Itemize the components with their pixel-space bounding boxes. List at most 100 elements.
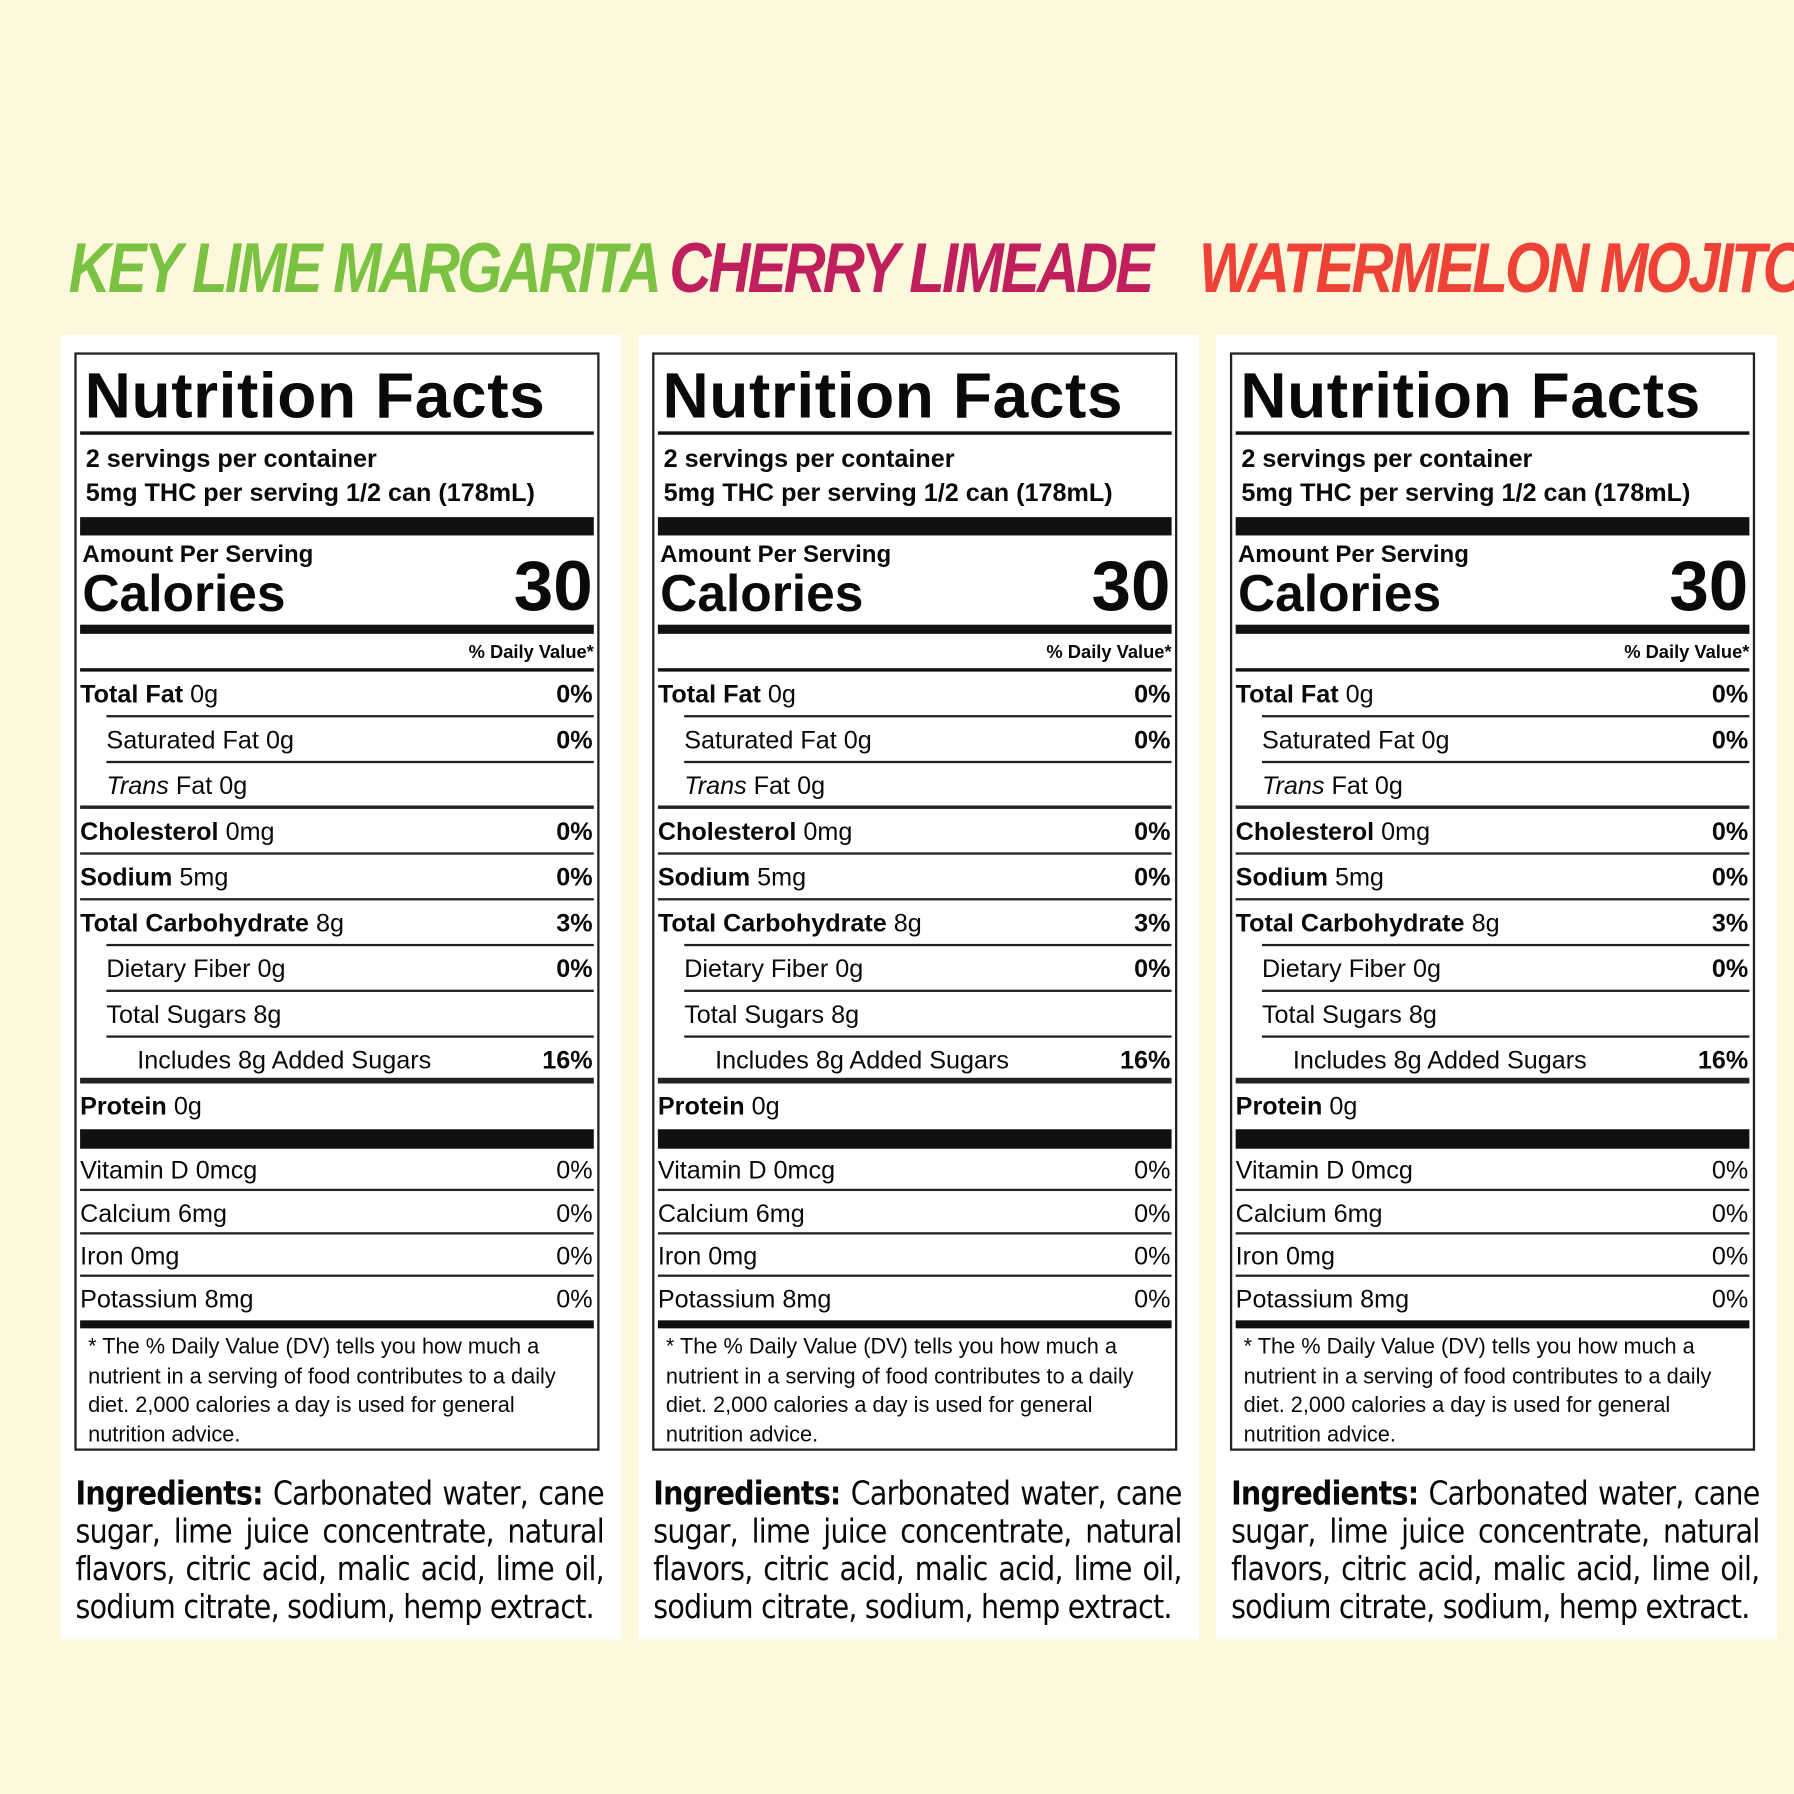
calories-value: 30	[513, 546, 593, 626]
divider	[1261, 715, 1750, 718]
nutrient-name: Dietary Fiber	[1261, 954, 1407, 983]
servings-per-container: 2 servings per container	[1241, 443, 1533, 473]
nutrient-name-suffix: Fat	[753, 771, 791, 800]
nutrient-row-includes-8g-added-sugars: Includes 8g Added Sugars 16%	[1235, 1038, 1750, 1084]
nutrient-name-suffix: Fat	[175, 771, 213, 800]
nutrient-amount: 8g	[315, 908, 345, 938]
vitamin-daily-value: 0%	[1711, 1155, 1749, 1185]
nutrient-name: Includes 8g Added Sugars	[1292, 1045, 1587, 1075]
divider	[106, 1035, 594, 1038]
thick-divider	[80, 517, 594, 536]
nutrient-row-sodium: Sodium 5mg 0%	[1235, 855, 1750, 901]
divider	[684, 943, 1172, 947]
thick-divider	[657, 1320, 1172, 1329]
nutrient-name: Total Sugars	[106, 999, 247, 1029]
nutrient-amount: 0g	[1413, 954, 1442, 983]
nutrient-name: Dietary Fiber	[684, 954, 829, 983]
thick-divider	[1235, 517, 1750, 536]
nutrient-daily-value: 0%	[556, 862, 593, 892]
vitamin-daily-value: 0%	[1711, 1284, 1749, 1313]
nutrition-facts-title: Nutrition Facts	[1240, 359, 1701, 432]
nutrient-daily-value: 0%	[556, 725, 593, 754]
flavor-title-key-lime-margarita: KEY LIME MARGARITA	[68, 228, 662, 308]
nutrient-row-dietary-fiber: Dietary Fiber 0g 0%	[80, 946, 594, 992]
nutrient-amount: 0mg	[803, 816, 853, 846]
daily-value-footnote: * The % Daily Value (DV) tells you how m…	[88, 1335, 556, 1447]
nutrient-daily-value: 0%	[1134, 954, 1171, 983]
nutrient-daily-value: 16%	[1697, 1045, 1749, 1075]
divider	[1235, 668, 1750, 672]
nutrient-row-dietary-fiber: Dietary Fiber 0g 0%	[658, 946, 1172, 992]
divider	[657, 805, 1172, 809]
vitamin-daily-value: 0%	[556, 1241, 593, 1270]
divider	[80, 1188, 594, 1192]
divider	[80, 1274, 594, 1277]
nutrient-name: Includes 8g Added Sugars	[715, 1045, 1009, 1075]
divider	[1261, 989, 1750, 992]
nutrient-daily-value: 0%	[556, 954, 593, 983]
nutrient-row-trans: Trans Fat 0g	[657, 763, 1172, 809]
amount-per-serving: Amount Per Serving	[1237, 541, 1469, 568]
vitamin-daily-value: 0%	[1711, 1241, 1749, 1270]
nutrient-name: Cholesterol	[80, 816, 219, 846]
nutrient-row-sodium: Sodium 5mg 0%	[80, 855, 594, 901]
nutrition-panel: Nutrition Facts 2 servings per container 5…	[638, 335, 1200, 1640]
nutrient-row-total-carbohydrate: Total Carbohydrate 8g 3%	[657, 900, 1172, 947]
nutrient-name: Total Carbohydrate	[657, 908, 887, 938]
nutrient-daily-value: 0%	[1711, 862, 1749, 892]
nutrient-name: Cholesterol	[1235, 816, 1375, 846]
ingredients-heading: Ingredients:	[653, 1473, 841, 1513]
servings-per-container: 2 servings per container	[663, 443, 955, 473]
nutrition-panel: Nutrition Facts 2 servings per container 5…	[60, 335, 622, 1640]
nutrition-facts-label: Nutrition Facts 2 servings per container 5…	[74, 352, 600, 1451]
nutrition-facts-label: Nutrition Facts 2 servings per container 5…	[652, 352, 1178, 1451]
nutrient-name: Cholesterol	[657, 816, 797, 846]
divider	[684, 760, 1172, 764]
nutrient-name: Saturated Fat	[1261, 725, 1415, 754]
nutrient-name: Trans	[106, 771, 169, 800]
nutrient-name-suffix: Fat	[1331, 771, 1368, 800]
thick-divider	[1235, 1129, 1750, 1149]
nutrient-row-total-sugars: Total Sugars 8g	[658, 992, 1172, 1038]
nutrient-amount: 8g	[1408, 999, 1437, 1029]
vitamin-row-vitamin-d-0mcg: Vitamin D 0mcg 0%	[657, 1149, 1172, 1192]
thick-divider	[80, 1129, 594, 1149]
nutrition-facts-title: Nutrition Facts	[84, 359, 546, 432]
vitamin-row-iron-0mg: Iron 0mg 0%	[80, 1235, 594, 1277]
vitamin-name: Vitamin D 0mcg	[657, 1155, 836, 1185]
nutrient-amount: 0g	[751, 1091, 780, 1121]
nutrient-daily-value: 0%	[1134, 862, 1171, 892]
divider	[684, 1035, 1172, 1038]
nutrient-amount: 0g	[190, 679, 219, 709]
nutrient-amount: 0mg	[1381, 816, 1431, 846]
vitamin-row-potassium-8mg: Potassium 8mg 0%	[658, 1277, 1172, 1319]
vitamin-row-calcium-6mg: Calcium 6mg 0%	[80, 1192, 594, 1234]
vitamin-daily-value: 0%	[1134, 1198, 1171, 1228]
divider	[657, 852, 1172, 855]
divider	[1235, 852, 1750, 855]
serving-size: 5mg THC per serving 1/2 can (178mL)	[663, 478, 1113, 507]
nutrient-name: Sodium	[80, 862, 173, 892]
nutrient-name: Dietary Fiber	[106, 954, 251, 983]
divider	[657, 1077, 1172, 1084]
nutrient-name: Trans	[1261, 771, 1325, 800]
nutrient-amount: 0g	[219, 771, 248, 800]
divider	[1235, 898, 1750, 901]
calories-label: Calories	[82, 564, 286, 623]
daily-value-footnote: * The % Daily Value (DV) tells you how m…	[665, 1335, 1134, 1447]
flavor-title-watermelon-mojito: WATERMELON MOJITO	[1199, 228, 1794, 308]
thick-divider	[657, 624, 1172, 634]
vitamin-name: Iron 0mg	[80, 1241, 180, 1270]
nutrient-amount: 0g	[843, 725, 872, 754]
nutrition-facts-title: Nutrition Facts	[662, 359, 1124, 432]
nutrient-name: Protein	[657, 1091, 745, 1121]
nutrient-row-total-fat: Total Fat 0g 0%	[1236, 672, 1750, 718]
amount-per-serving: Amount Per Serving	[82, 541, 314, 568]
ingredients-heading: Ingredients:	[1231, 1473, 1419, 1513]
nutrient-amount: 0mg	[225, 816, 275, 846]
calories-label: Calories	[1237, 564, 1442, 623]
nutrient-name: Protein	[80, 1091, 167, 1121]
nutrient-amount: 0g	[173, 1091, 202, 1121]
nutrient-row-cholesterol: Cholesterol 0mg 0%	[1235, 809, 1750, 855]
thick-divider	[80, 1320, 594, 1329]
